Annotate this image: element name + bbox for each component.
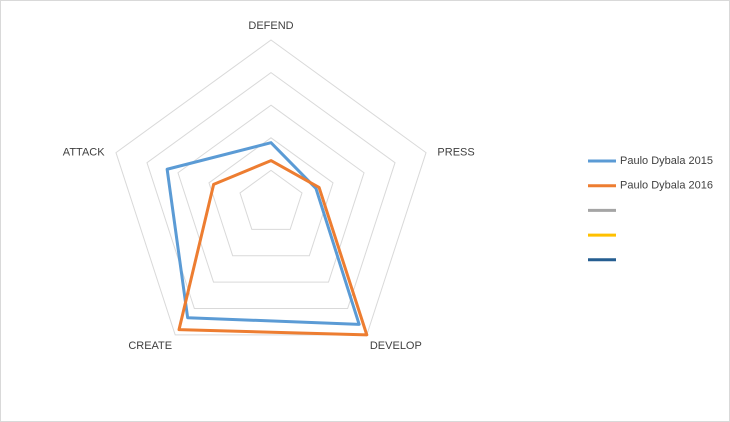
axis-label: CREATE xyxy=(128,340,172,352)
legend-label: Paulo Dybala 2015 xyxy=(620,155,713,167)
grid-ring xyxy=(208,137,334,257)
axis-label: ATTACK xyxy=(63,147,105,159)
legend-label: Paulo Dybala 2016 xyxy=(620,180,713,192)
axis-label: DEFEND xyxy=(248,20,293,32)
grid-ring xyxy=(146,71,396,309)
grid-ring xyxy=(239,169,303,230)
series-line xyxy=(177,159,369,337)
axis-label: DEVELOP xyxy=(370,340,422,352)
grid-ring xyxy=(115,39,427,336)
axis-label: PRESS xyxy=(437,147,474,159)
